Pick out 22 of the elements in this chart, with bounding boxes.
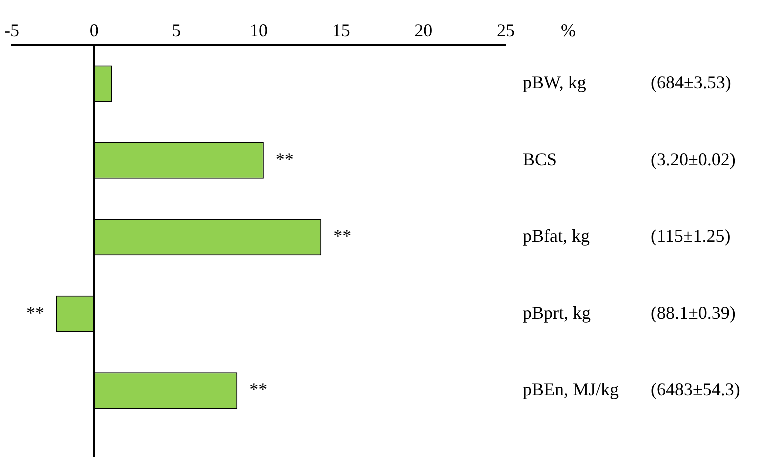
- data-label: **: [26, 302, 44, 323]
- x-tick-label: 5: [172, 20, 182, 41]
- data-label: **: [250, 380, 268, 400]
- text: (115±1.25): [650, 226, 731, 246]
- x-tick-label: 20: [414, 20, 433, 41]
- text: (6483±54.3): [650, 380, 740, 400]
- text: (88.1±0.39): [650, 302, 736, 323]
- x-tick-label: 15: [332, 20, 350, 41]
- x-tick-label: 0: [90, 20, 99, 41]
- x-axis-title: %: [560, 20, 576, 41]
- y-tick-label: pBW, kg: [522, 72, 586, 93]
- y-tick-label: pBprt, kg: [522, 302, 592, 323]
- y-tick-label: BCS: [522, 149, 558, 170]
- x-tick-label: 25: [496, 20, 515, 41]
- y-tick-label: pBEn, MJ/kg: [522, 380, 620, 400]
- y-tick-label: pBfat, kg: [522, 226, 590, 246]
- x-tick-label: 10: [250, 20, 268, 41]
- text: (684±3.53): [650, 72, 732, 93]
- data-label: **: [334, 226, 352, 246]
- x-tick-label: -5: [4, 20, 20, 41]
- data-label: **: [276, 149, 294, 170]
- text: (3.20±0.02): [650, 149, 736, 170]
